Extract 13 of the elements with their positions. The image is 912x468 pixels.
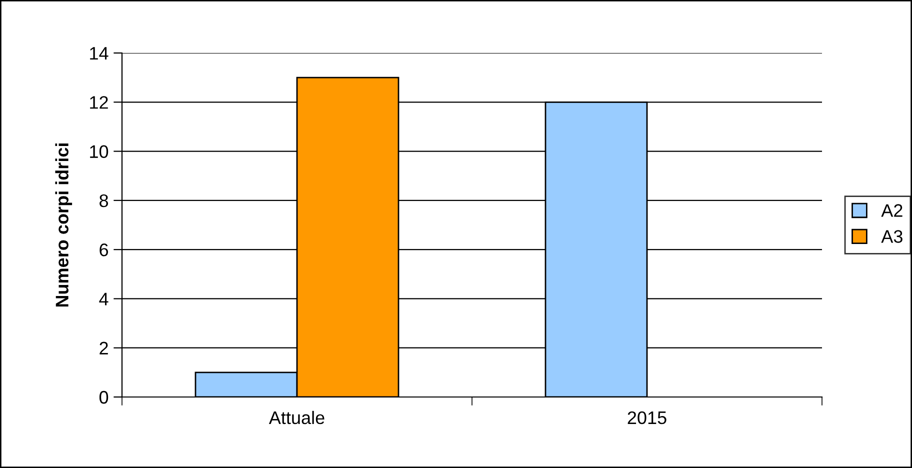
y-tick-label: 10 [90, 145, 108, 158]
y-tick-label: 6 [100, 244, 108, 256]
legend-label: A2 [881, 204, 902, 217]
y-tick-label: 8 [100, 194, 108, 208]
y-axis-title: Numero corpi idrici [55, 144, 72, 307]
y-tick-label: 2 [100, 342, 108, 354]
y-tick-label: 12 [90, 96, 108, 109]
x-tick-label: Attuale [268, 410, 324, 424]
x-tick-label: 2015 [628, 411, 666, 424]
y-tick-label: 14 [90, 47, 108, 60]
y-tick-label: 4 [99, 292, 108, 306]
y-tick-label: 0 [99, 390, 108, 404]
legend-label: A3 [881, 230, 902, 243]
